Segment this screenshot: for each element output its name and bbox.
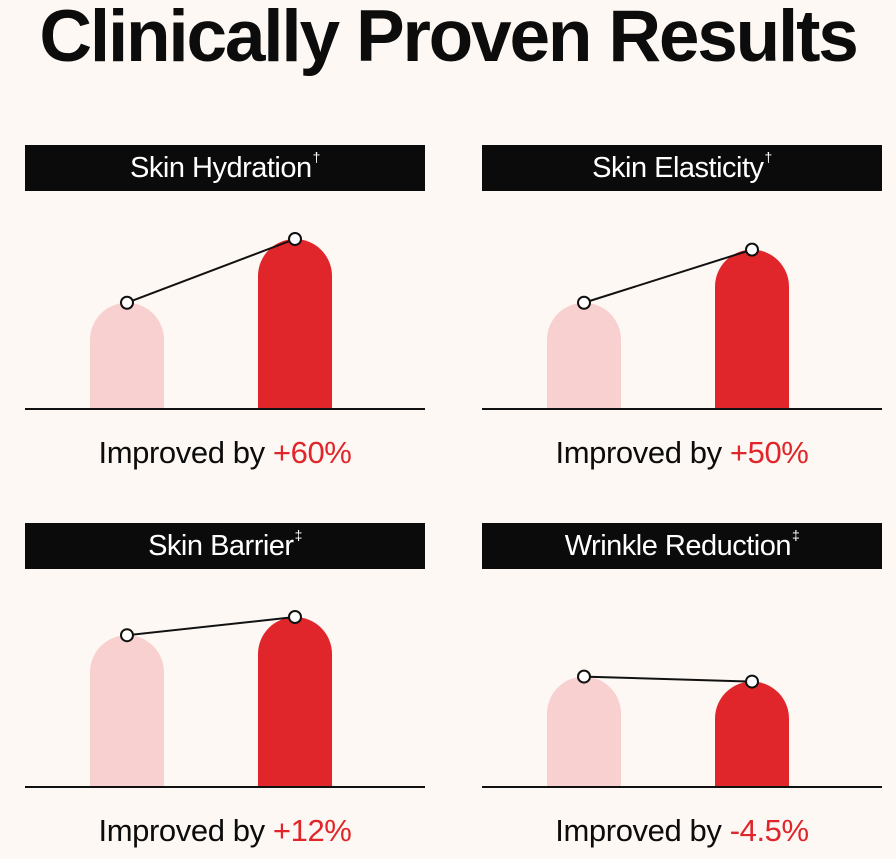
footnote-mark: † (312, 149, 321, 166)
bar-before (547, 676, 621, 787)
bar-after (258, 239, 332, 409)
bar-after (715, 681, 789, 787)
point-marker-before (577, 295, 591, 310)
result-value: +60% (272, 435, 352, 470)
result-prefix: Improved by (555, 435, 723, 470)
result-prefix: Improved by (555, 813, 722, 848)
bar-chart (25, 610, 425, 788)
trend-line (126, 238, 296, 304)
trend-line (583, 248, 753, 304)
chart-title-bar: Skin Barrier‡ (25, 523, 425, 569)
footnote-mark: † (764, 149, 773, 166)
point-marker-after (745, 674, 759, 689)
chart-title: Skin Elasticity (592, 152, 764, 184)
chart-title: Wrinkle Reduction (564, 530, 792, 562)
result-value: +12% (272, 813, 352, 848)
result-text: Improved by -4.5% (482, 813, 882, 849)
result-prefix: Improved by (98, 813, 266, 848)
point-marker-before (577, 669, 591, 684)
bar-chart (482, 242, 882, 410)
result-text: Improved by +50% (482, 435, 882, 471)
point-marker-before (120, 628, 134, 643)
point-marker-after (288, 610, 302, 624)
bar-chart (482, 669, 882, 788)
chart-title-bar: Skin Elasticity† (482, 145, 882, 191)
result-value: +50% (729, 435, 809, 470)
chart-title: Skin Hydration (130, 152, 312, 184)
result-value: -4.5% (729, 813, 809, 848)
trend-line (126, 616, 296, 637)
point-marker-before (120, 295, 134, 310)
bar-after (715, 249, 789, 409)
point-marker-after (745, 242, 759, 257)
footnote-mark: ‡ (792, 527, 800, 544)
result-text: Improved by +60% (25, 435, 425, 471)
bar-before (90, 302, 164, 409)
bar-chart (25, 232, 425, 410)
chart-title: Skin Barrier (148, 530, 294, 562)
chart-title-bar: Wrinkle Reduction‡ (482, 523, 882, 569)
bar-before (90, 635, 164, 787)
chart-title-bar: Skin Hydration† (25, 145, 425, 191)
point-marker-after (288, 232, 302, 246)
bar-before (547, 302, 621, 409)
footnote-mark: ‡ (294, 527, 303, 544)
trend-line (583, 675, 753, 683)
page-title: Clinically Proven Results (39, 0, 858, 77)
bar-after (258, 617, 332, 787)
result-text: Improved by +12% (25, 813, 425, 849)
result-prefix: Improved by (98, 435, 266, 470)
